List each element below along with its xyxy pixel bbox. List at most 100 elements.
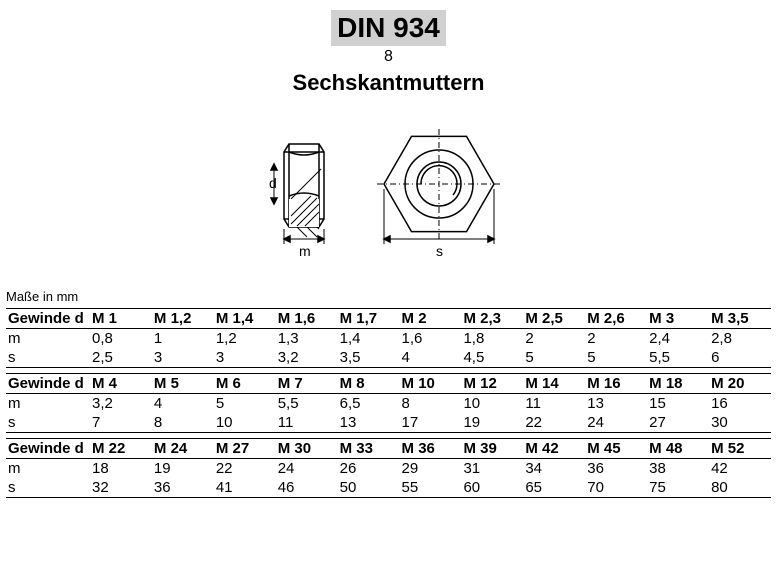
thread-cell: M 1,7 [338,309,400,329]
s-cell: 4,5 [461,348,523,368]
thread-cell: M 1,2 [152,309,214,329]
s-cell: 36 [152,478,214,498]
s-cell: 65 [523,478,585,498]
thread-cell: M 10 [400,374,462,394]
row-label-thread: Gewinde d [6,439,90,459]
m-cell: 2,4 [647,329,709,349]
thread-cell: M 2,5 [523,309,585,329]
dim-s: s [436,243,443,259]
s-cell: 60 [461,478,523,498]
s-cell: 24 [585,413,647,433]
thread-cell: M 5 [152,374,214,394]
s-cell: 5 [585,348,647,368]
table-row: s2,5333,23,544,5555,56 [6,348,771,368]
s-cell: 13 [338,413,400,433]
s-cell: 11 [276,413,338,433]
row-label-s: s [6,348,90,368]
title: Sechskantmuttern [6,70,771,96]
s-cell: 19 [461,413,523,433]
thread-cell: M 16 [585,374,647,394]
m-cell: 29 [400,459,462,479]
m-cell: 19 [152,459,214,479]
thread-cell: M 3 [647,309,709,329]
table-row: s78101113171922242730 [6,413,771,433]
s-cell: 75 [647,478,709,498]
thread-cell: M 3,5 [709,309,771,329]
s-cell: 17 [400,413,462,433]
m-cell: 13 [585,394,647,414]
thread-cell: M 20 [709,374,771,394]
unit-note: Maße in mm [6,289,771,304]
s-cell: 6 [709,348,771,368]
s-cell: 3,2 [276,348,338,368]
thread-cell: M 4 [90,374,152,394]
thread-cell: M 14 [523,374,585,394]
thread-cell: M 1,4 [214,309,276,329]
s-cell: 3 [214,348,276,368]
row-label-s: s [6,413,90,433]
dimension-table: Gewinde dM 1M 1,2M 1,4M 1,6M 1,7M 2M 2,3… [6,308,771,498]
s-cell: 32 [90,478,152,498]
m-cell: 1,8 [461,329,523,349]
m-cell: 22 [214,459,276,479]
row-label-m: m [6,329,90,349]
thread-cell: M 42 [523,439,585,459]
m-cell: 1,6 [400,329,462,349]
dim-m: m [299,243,311,259]
s-cell: 3,5 [338,348,400,368]
m-cell: 15 [647,394,709,414]
thread-cell: M 36 [400,439,462,459]
m-cell: 42 [709,459,771,479]
m-cell: 8 [400,394,462,414]
thread-cell: M 8 [338,374,400,394]
table-header-row: Gewinde dM 1M 1,2M 1,4M 1,6M 1,7M 2M 2,3… [6,309,771,329]
m-cell: 2 [523,329,585,349]
m-cell: 5,5 [276,394,338,414]
thread-cell: M 2,6 [585,309,647,329]
s-cell: 70 [585,478,647,498]
thread-cell: M 27 [214,439,276,459]
s-cell: 41 [214,478,276,498]
s-cell: 7 [90,413,152,433]
thread-cell: M 30 [276,439,338,459]
m-cell: 11 [523,394,585,414]
m-cell: 2 [585,329,647,349]
s-cell: 50 [338,478,400,498]
s-cell: 46 [276,478,338,498]
thread-cell: M 7 [276,374,338,394]
m-cell: 6,5 [338,394,400,414]
thread-cell: M 2 [400,309,462,329]
m-cell: 18 [90,459,152,479]
thread-cell: M 1 [90,309,152,329]
thread-cell: M 6 [214,374,276,394]
table-header-row: Gewinde dM 4M 5M 6M 7M 8M 10M 12M 14M 16… [6,374,771,394]
header: DIN 934 8 Sechskantmuttern [6,10,771,96]
s-cell: 5,5 [647,348,709,368]
grade-label: 8 [6,48,771,66]
s-cell: 3 [152,348,214,368]
m-cell: 1 [152,329,214,349]
m-cell: 1,4 [338,329,400,349]
technical-diagram: d m s [6,104,771,279]
m-cell: 1,2 [214,329,276,349]
s-cell: 5 [523,348,585,368]
s-cell: 30 [709,413,771,433]
table-row: m3,2455,56,581011131516 [6,394,771,414]
m-cell: 2,8 [709,329,771,349]
row-label-thread: Gewinde d [6,374,90,394]
row-label-s: s [6,478,90,498]
dim-d: d [269,175,277,191]
table-header-row: Gewinde dM 22M 24M 27M 30M 33M 36M 39M 4… [6,439,771,459]
thread-cell: M 2,3 [461,309,523,329]
m-cell: 31 [461,459,523,479]
m-cell: 1,3 [276,329,338,349]
m-cell: 5 [214,394,276,414]
row-label-m: m [6,459,90,479]
thread-cell: M 52 [709,439,771,459]
table-row: m0,811,21,31,41,61,8222,42,8 [6,329,771,349]
m-cell: 0,8 [90,329,152,349]
thread-cell: M 45 [585,439,647,459]
s-cell: 8 [152,413,214,433]
standard-label: DIN 934 [331,10,446,46]
row-label-thread: Gewinde d [6,309,90,329]
